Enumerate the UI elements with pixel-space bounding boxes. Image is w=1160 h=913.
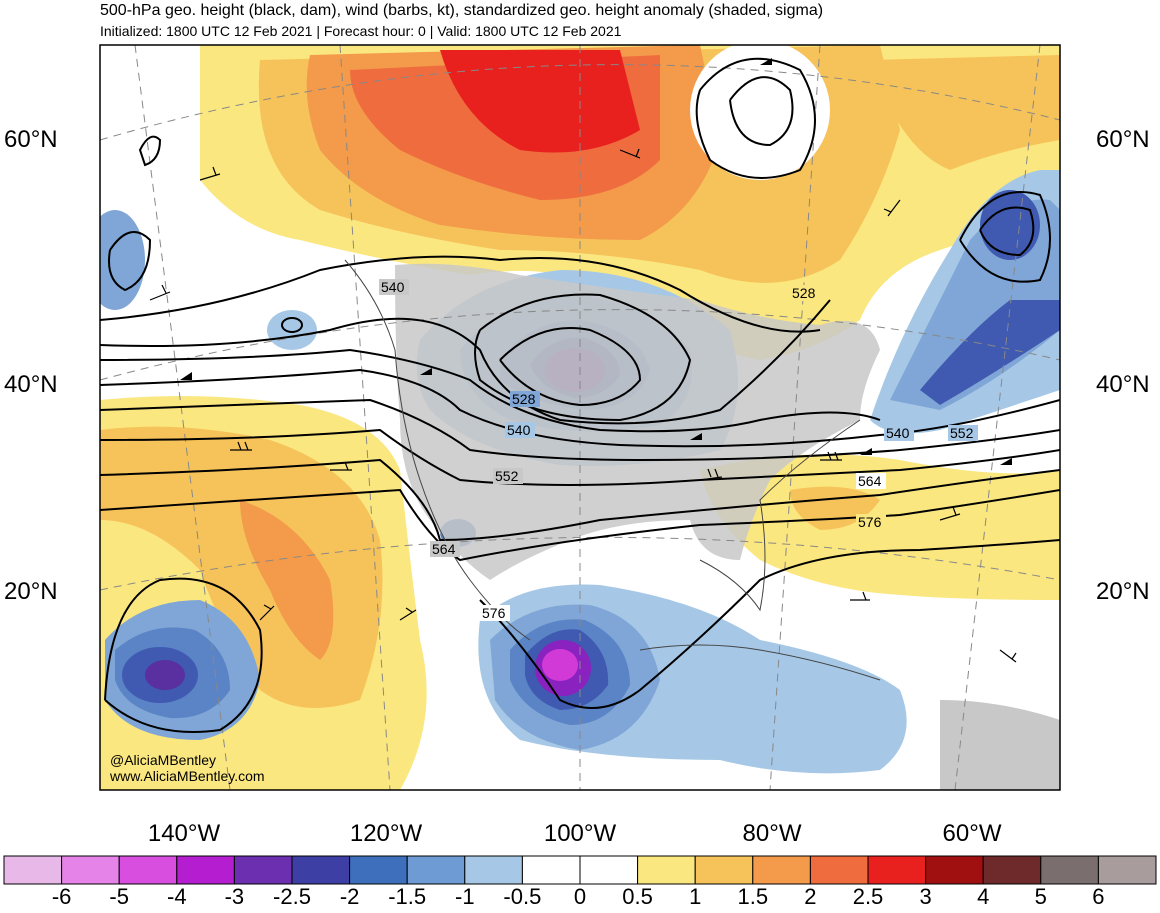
anomaly-neutral-greenland [690, 45, 830, 180]
colorbar-tick-label: 0 [573, 884, 587, 909]
colorbar-tick-label: 1.5 [737, 884, 769, 909]
lat-label-40n-left: 40°N [4, 371, 58, 398]
contour-label-528-low: 528 [512, 391, 536, 407]
wind-barbs [149, 148, 1017, 663]
colorbar-tick-label: -4 [167, 884, 187, 909]
anomaly-warm-east [870, 55, 1060, 170]
colorbar-tick-label: -6 [51, 884, 72, 909]
contour-label-540-nw: 540 [381, 279, 405, 295]
wind-flags [180, 58, 1012, 465]
contour-label-540-atl: 540 [886, 425, 910, 441]
colorbar-tick-label: -1.5 [388, 884, 427, 909]
land-usa [395, 263, 880, 580]
anomaly-cold-gulf-5 [542, 649, 578, 681]
map-frame [99, 44, 1061, 791]
colorbar-tick-label: -3 [224, 884, 245, 909]
credit-handle: @AliciaMBentley [110, 752, 217, 768]
lat-label-20n-right: 20°N [1096, 578, 1150, 605]
height-contours [100, 57, 1060, 733]
colorbar-tick-label: -2.5 [273, 884, 311, 909]
anomaly-warm-north-4 [440, 50, 640, 153]
anomaly-warm-pacific-2 [240, 500, 334, 660]
contour-label-564-atl: 564 [858, 473, 882, 489]
contour-label-576-mx: 576 [482, 605, 506, 621]
colorbar-tick-label: 3 [919, 884, 932, 909]
map-subtitle: Initialized: 1800 UTC 12 Feb 2021 | Fore… [100, 23, 622, 39]
lon-label-80w: 80°W [742, 820, 802, 847]
colorbar-tick-label: -5 [109, 884, 129, 909]
colorbar-tick-label: -0.5 [503, 884, 542, 909]
colorbar-tick-label: 6 [1092, 884, 1105, 909]
contour-label-564-mx: 564 [432, 541, 456, 557]
anomaly-cold-pacific-3 [145, 660, 185, 690]
contour-label-576-atl: 576 [858, 514, 882, 530]
contour-label-528-ne: 528 [792, 285, 816, 301]
lat-label-60n-left: 60°N [4, 126, 58, 153]
coastlines [344, 259, 881, 681]
anomaly-cold-atlantic-2 [920, 300, 1060, 405]
lon-label-60w: 60°W [942, 820, 1002, 847]
anomaly-cold-nw [100, 210, 145, 310]
map-field: 540 528 528 540 552 564 576 576 564 552 … [100, 45, 1060, 790]
contour-label-552-us: 552 [495, 468, 519, 484]
lat-label-20n-left: 20°N [4, 578, 58, 605]
contour-label-552-atl: 552 [950, 425, 974, 441]
colorbar-tick-label: 2.5 [852, 884, 884, 909]
colorbar-tick-label: 5 [1034, 884, 1047, 909]
lon-label-140w: 140°W [147, 820, 221, 847]
lat-label-40n-right: 40°N [1096, 371, 1150, 398]
colorbar-tick-label: -1 [455, 884, 475, 909]
map-title: 500-hPa geo. height (black, dam), wind (… [100, 2, 824, 19]
contour-label-540-low: 540 [507, 422, 531, 438]
anomaly-cold-atlantic-3 [980, 190, 1040, 260]
colorbar-tick-label: 4 [977, 884, 990, 909]
credit-website: www.AliciaMBentley.com [110, 768, 265, 784]
anomaly-cold-small [267, 310, 317, 350]
graticule [100, 45, 1060, 790]
lat-label-60n-right: 60°N [1096, 126, 1150, 153]
lon-label-120w: 120°W [349, 820, 423, 847]
land-central-america [940, 700, 1060, 790]
contour-labels: 540 528 528 540 552 564 576 576 564 552 … [379, 279, 978, 621]
colorbar-tick-label: 1 [689, 884, 702, 909]
colorbar-tick-label: 2 [804, 884, 817, 909]
colorbar-tick-label: 0.5 [622, 884, 653, 909]
lon-label-100w: 100°W [543, 820, 617, 847]
colorbar-tick-label: -2 [339, 884, 360, 909]
